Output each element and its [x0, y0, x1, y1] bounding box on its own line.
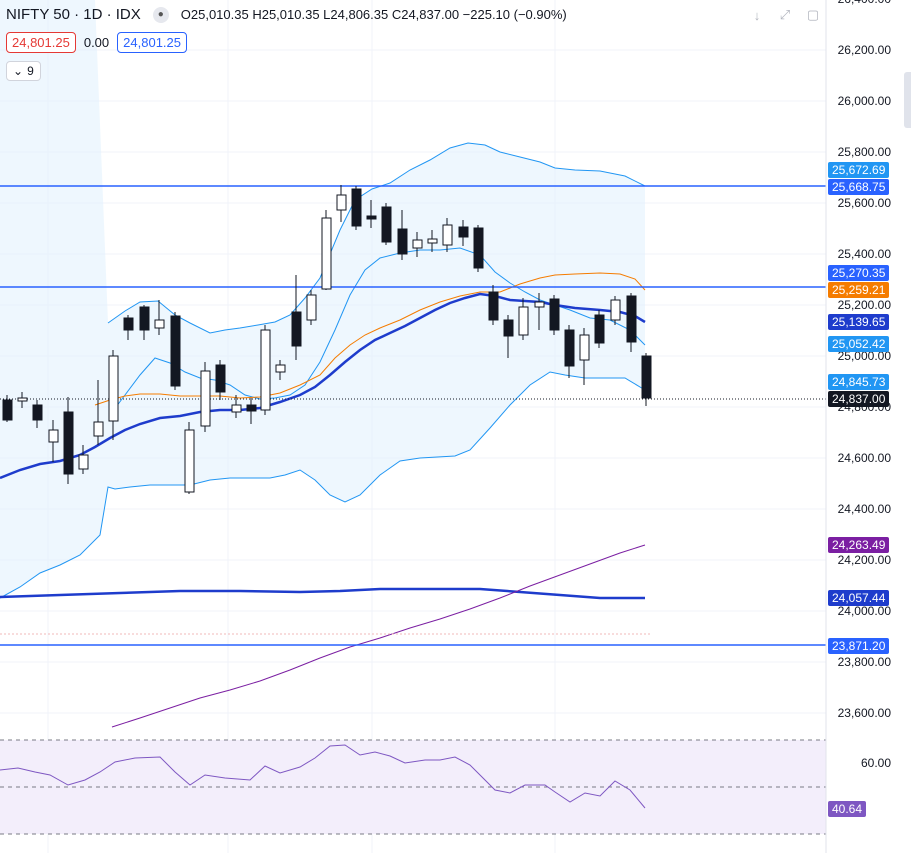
price-tick: 26,000.00 [837, 94, 891, 108]
candles[interactable] [2, 185, 652, 494]
price-tick: 25,200.00 [837, 298, 891, 312]
price-tick: 26,400.00 [838, 0, 891, 6]
sell-button[interactable]: 24,801.25 [6, 32, 76, 53]
price-tick: 24,200.00 [837, 553, 891, 567]
trade-buttons: 24,801.25 0.00 24,801.25 [6, 32, 187, 53]
symbol-title[interactable]: NIFTY 50 · 1D · IDX [6, 6, 141, 23]
eye-icon[interactable]: ● [152, 6, 169, 23]
price-tick: 24,400.00 [837, 502, 891, 516]
price-tag: 23,871.20 [828, 638, 890, 654]
price-tag: 24,837.00 [828, 391, 890, 407]
price-tick: 26,200.00 [837, 43, 891, 57]
price-tag: 25,672.69 [828, 162, 890, 178]
price-tick: 25,000.00 [837, 349, 891, 363]
bollinger-lower [0, 371, 646, 599]
square-icon[interactable]: ▢ [806, 7, 820, 22]
price-tick: 24,600.00 [837, 451, 891, 465]
price-tick: 23,800.00 [837, 655, 891, 669]
buy-button[interactable]: 24,801.25 [117, 32, 187, 53]
price-tick: 23,600.00 [837, 706, 891, 720]
price-tag: 25,139.65 [828, 314, 890, 330]
price-tick: 24,000.00 [837, 604, 891, 618]
ema-orange-line [94, 272, 646, 406]
price-tag: 25,668.75 [828, 179, 890, 195]
rsi-value-label: 40.64 [828, 801, 867, 817]
price-tag: 25,052.42 [828, 336, 890, 352]
rsi-panel[interactable] [0, 739, 826, 835]
chevron-down-icon: ⌄ [13, 64, 24, 78]
bollinger-band-fill [0, 0, 645, 598]
price-tag: 25,270.35 [828, 265, 890, 281]
expand-icon[interactable]: ⤢ [779, 7, 791, 22]
price-tag: 24,263.49 [828, 537, 890, 553]
rsi-tick: 60.00 [860, 756, 891, 770]
symbol-legend[interactable]: NIFTY 50 · 1D · IDX ● O25,010.35 H25,010… [6, 6, 567, 23]
price-tag: 24,845.73 [828, 374, 890, 390]
spread-value: 0.00 [83, 35, 110, 50]
arrow-down-icon[interactable]: ↓ [753, 7, 761, 23]
rsi-line [0, 744, 646, 809]
long-ma-line [0, 587, 645, 600]
price-tick: 25,800.00 [837, 145, 891, 159]
indicators-count: 9 [27, 64, 34, 78]
sma-purple-line [111, 544, 646, 728]
side-panel-handle[interactable] [904, 72, 911, 128]
chart-toolbar: ↓ ⤢ ▢ [750, 7, 820, 23]
price-tag: 24,057.44 [828, 590, 890, 606]
price-tick: 25,400.00 [837, 247, 891, 261]
indicators-toggle-button[interactable]: ⌄ 9 [6, 61, 41, 81]
price-tag: 25,259.21 [828, 282, 890, 298]
price-tick: 25,600.00 [837, 196, 891, 210]
ohlc-values: O25,010.35 H25,010.35 L24,806.35 C24,837… [180, 7, 567, 22]
